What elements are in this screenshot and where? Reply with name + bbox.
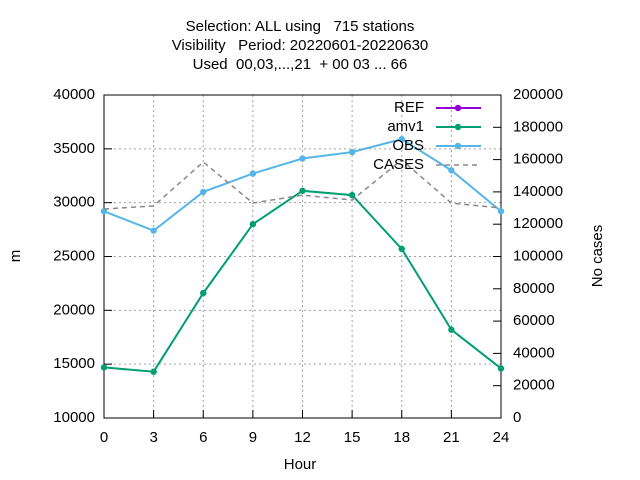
series-point: [299, 155, 306, 162]
y2-tick-label: 0: [513, 409, 521, 426]
x-tick-label: 21: [443, 429, 460, 446]
y-tick-label: 10000: [53, 409, 95, 426]
x-tick-label: 18: [393, 429, 410, 446]
series-point: [100, 364, 108, 371]
series-point: [200, 188, 207, 196]
title-line: Selection: ALL using 715 stations: [186, 18, 415, 35]
series-point: [348, 148, 356, 156]
y-axis-label: m: [7, 250, 24, 263]
y2-tick-label: 180000: [513, 118, 563, 135]
y2-tick-label: 140000: [513, 183, 563, 200]
series-line: [103, 158, 502, 210]
y-tick-label: 25000: [53, 247, 95, 264]
x-axis-label: Hour: [284, 456, 317, 473]
x-tick-label: 0: [100, 429, 108, 446]
series-point: [200, 289, 207, 297]
y2-tick-label: 40000: [513, 344, 555, 361]
series-point: [497, 208, 505, 215]
series-point: [100, 208, 108, 215]
plot-border: [103, 94, 502, 419]
legend-marker: [454, 142, 462, 150]
series-point: [299, 187, 306, 195]
y-tick-label: 20000: [53, 301, 95, 318]
series-point: [398, 135, 405, 143]
legend-marker: [454, 104, 462, 112]
y2-axis-label: No cases: [589, 225, 606, 288]
series-point: [398, 245, 405, 253]
y2-tick-label: 120000: [513, 215, 563, 232]
series-point: [448, 167, 455, 174]
series-point: [497, 365, 505, 372]
x-tick-label: 9: [249, 429, 257, 446]
y-tick-label: 35000: [53, 140, 95, 157]
y2-tick-label: 80000: [513, 280, 555, 297]
title-line: Visibility Period: 20220601-20220630: [172, 37, 429, 54]
series-point: [150, 368, 157, 375]
series-point: [150, 227, 157, 234]
y-tick-label: 30000: [53, 194, 95, 211]
y2-tick-label: 100000: [513, 247, 563, 264]
y2-tick-label: 200000: [513, 86, 563, 103]
y2-tick-label: 160000: [513, 151, 563, 168]
x-tick-label: 6: [199, 429, 207, 446]
x-tick-label: 3: [149, 429, 157, 446]
series-point: [448, 326, 455, 333]
y-tick-label: 15000: [53, 355, 95, 372]
x-tick-label: 24: [493, 429, 510, 446]
y2-tick-label: 20000: [513, 377, 555, 394]
legend-marker: [454, 123, 462, 131]
series-point: [249, 170, 257, 177]
title-line: Used 00,03,...,21 + 00 03 ... 66: [193, 56, 408, 73]
series-point: [249, 221, 257, 228]
legend-label: OBS: [392, 137, 424, 154]
x-tick-label: 15: [344, 429, 361, 446]
series-point: [348, 191, 356, 199]
legend-label: CASES: [373, 156, 424, 173]
legend-label: REF: [394, 99, 424, 116]
y2-tick-label: 60000: [513, 312, 555, 329]
y-tick-label: 40000: [53, 86, 95, 103]
legend-label: amv1: [387, 118, 424, 135]
x-tick-label: 12: [294, 429, 311, 446]
